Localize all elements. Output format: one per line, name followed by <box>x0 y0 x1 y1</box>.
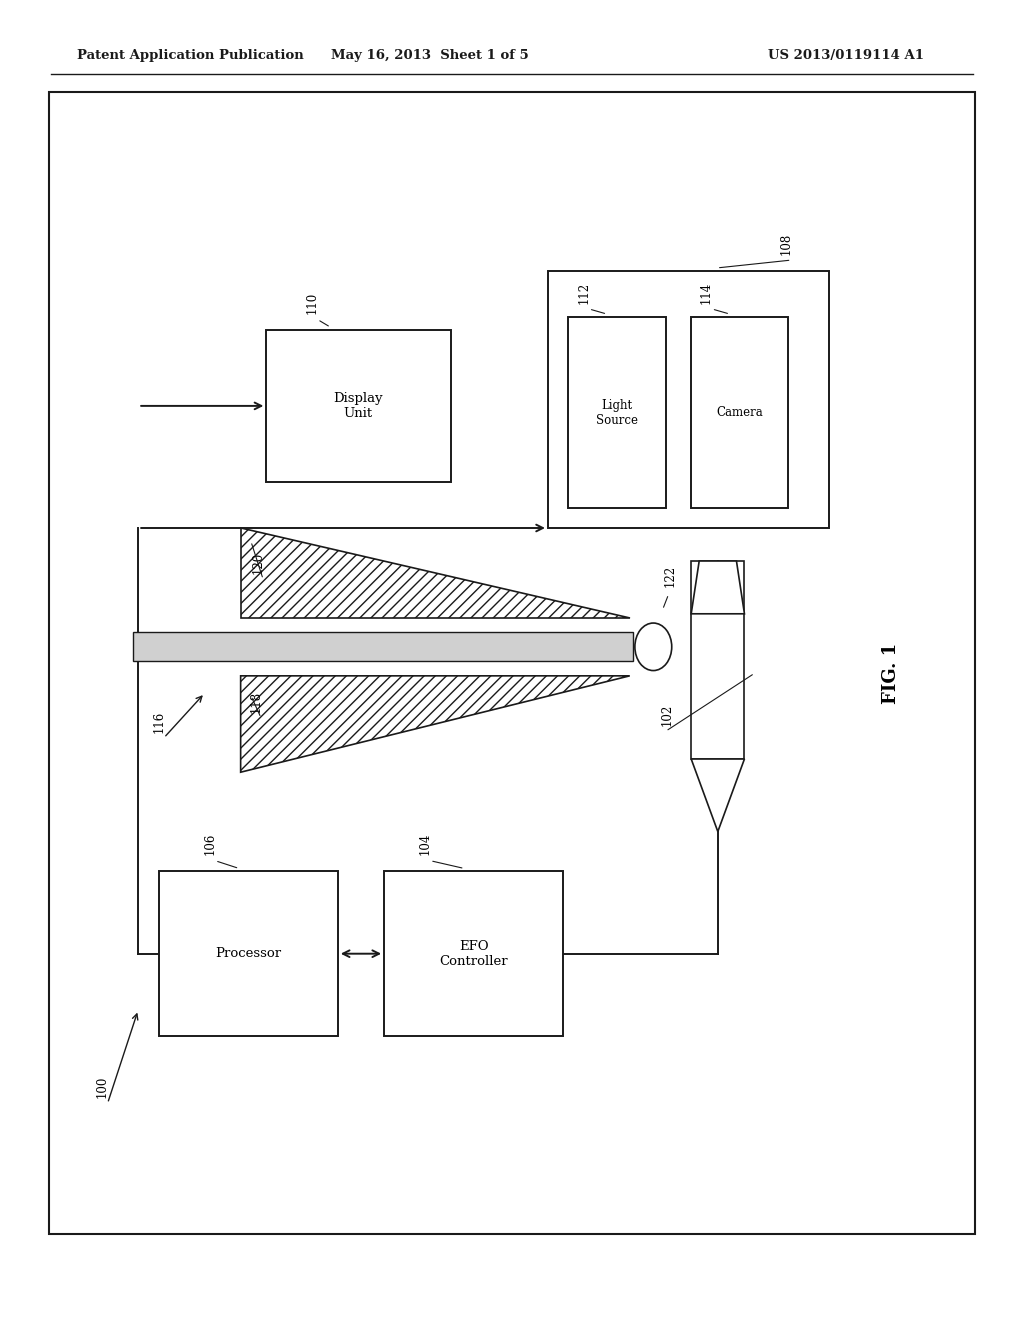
Text: 122: 122 <box>664 565 677 587</box>
Text: 118: 118 <box>250 690 262 713</box>
Polygon shape <box>691 561 744 614</box>
Polygon shape <box>241 528 630 618</box>
Text: Display
Unit: Display Unit <box>334 392 383 420</box>
Bar <box>384 871 563 1036</box>
Text: 100: 100 <box>96 1076 109 1098</box>
Text: 110: 110 <box>306 292 318 314</box>
Bar <box>691 317 788 508</box>
Text: Patent Application Publication: Patent Application Publication <box>77 49 303 62</box>
Polygon shape <box>241 676 630 772</box>
Bar <box>568 317 666 508</box>
Text: Camera: Camera <box>717 407 763 418</box>
Text: 120: 120 <box>252 552 264 574</box>
Text: May 16, 2013  Sheet 1 of 5: May 16, 2013 Sheet 1 of 5 <box>331 49 529 62</box>
Text: 106: 106 <box>204 833 216 855</box>
Bar <box>548 271 829 528</box>
Text: 112: 112 <box>578 281 590 304</box>
Polygon shape <box>691 759 744 832</box>
Text: 108: 108 <box>780 232 793 255</box>
Bar <box>49 92 975 1234</box>
Bar <box>159 871 338 1036</box>
Text: 116: 116 <box>153 710 165 733</box>
Text: 114: 114 <box>700 281 713 304</box>
Text: 104: 104 <box>419 833 431 855</box>
Text: FIG. 1: FIG. 1 <box>882 643 900 704</box>
Bar <box>691 561 744 759</box>
Text: US 2013/0119114 A1: US 2013/0119114 A1 <box>768 49 924 62</box>
Bar <box>266 330 451 482</box>
Text: EFO
Controller: EFO Controller <box>439 940 508 968</box>
Circle shape <box>635 623 672 671</box>
Text: Light
Source: Light Source <box>596 399 638 426</box>
Text: 102: 102 <box>660 704 674 726</box>
Bar <box>133 632 633 661</box>
Text: Processor: Processor <box>215 948 282 960</box>
